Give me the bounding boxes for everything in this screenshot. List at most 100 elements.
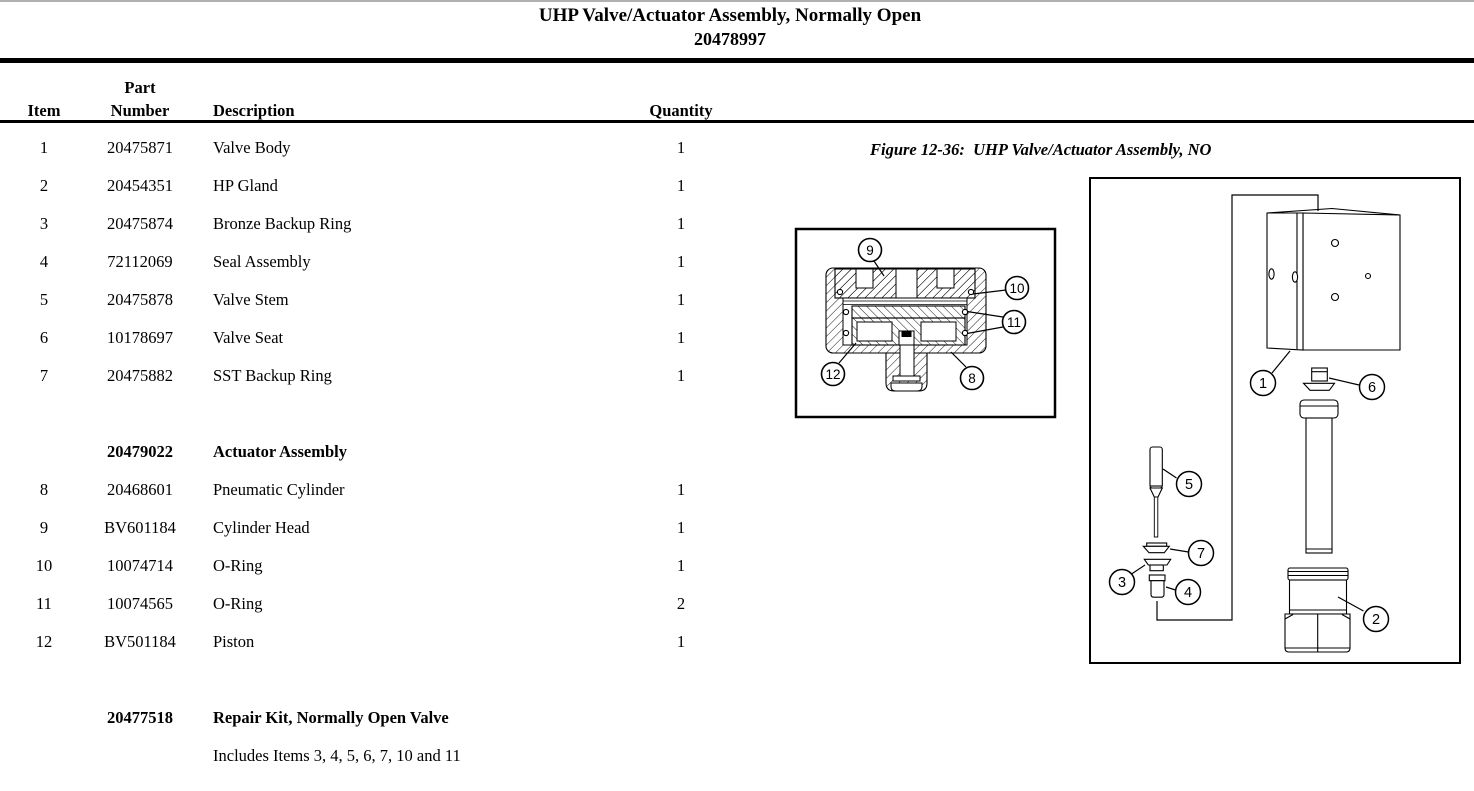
cell-item: 3 xyxy=(39,214,49,233)
callout-circle-4 xyxy=(1174,578,1202,606)
cell-description: SST Backup Ring xyxy=(213,366,332,385)
exploded-assembly-drawing xyxy=(1142,194,1401,653)
table-section-header-row: 20477518 Repair Kit, Normally Open Valve xyxy=(0,699,760,737)
callout-circle-8 xyxy=(959,365,985,391)
cell-description: Seal Assembly xyxy=(213,252,311,271)
callout-label: 4 xyxy=(1184,585,1192,601)
cell-item: 10 xyxy=(35,556,53,575)
table-row: 7 20475882 SST Backup Ring 1 xyxy=(0,357,760,395)
cell-description: Bronze Backup Ring xyxy=(213,214,352,233)
cell-part-number: BV501184 xyxy=(104,632,176,651)
exploded-view-diagram: 1 6 5 7 3 4 2 xyxy=(1089,177,1461,664)
callout-label: 7 xyxy=(1197,546,1205,562)
callout-label: 10 xyxy=(1009,281,1024,296)
cell-description: HP Gland xyxy=(213,176,278,195)
callout-label: 6 xyxy=(1368,380,1376,396)
callout-circle-10 xyxy=(1004,275,1030,301)
cell-quantity: 1 xyxy=(676,518,686,537)
cell-description: Valve Stem xyxy=(213,290,289,309)
column-header-part-line1: Part xyxy=(124,78,156,97)
figure-caption: Figure 12-36: UHP Valve/Actuator Assembl… xyxy=(870,140,1212,159)
callout-circle-7 xyxy=(1187,539,1215,567)
column-header-item: Item xyxy=(27,101,61,120)
cell-part-number: 20475871 xyxy=(107,138,173,157)
title-rule xyxy=(0,58,1474,63)
cell-item: 6 xyxy=(39,328,49,347)
cell-part-number: 20475874 xyxy=(107,214,173,233)
cell-description: Piston xyxy=(213,632,255,651)
cell-part-number: 10074565 xyxy=(107,594,173,613)
callout-label: 12 xyxy=(825,367,840,382)
callout-label: 1 xyxy=(1259,376,1267,392)
page-part-number: 20478997 xyxy=(694,29,766,49)
table-row: 1 20475871 Valve Body 1 xyxy=(0,129,760,167)
callout-circle-5 xyxy=(1175,470,1203,498)
table-row: 9 BV601184 Cylinder Head 1 xyxy=(0,509,760,547)
callout-circle-6 xyxy=(1358,373,1386,401)
column-header-description: Description xyxy=(213,101,295,120)
cell-note: Includes Items 3, 4, 5, 6, 7, 10 and 11 xyxy=(213,746,461,765)
cell-part-number: 20475882 xyxy=(107,366,173,385)
table-row: 4 72112069 Seal Assembly 1 xyxy=(0,243,760,281)
cell-part-number: 72112069 xyxy=(107,252,173,271)
cell-description: Actuator Assembly xyxy=(213,442,347,461)
callout-circle-9 xyxy=(857,237,883,263)
callout-label: 11 xyxy=(1007,315,1021,330)
table-row: 5 20475878 Valve Stem 1 xyxy=(0,281,760,319)
cell-part-number: 20468601 xyxy=(107,480,173,499)
table-note-row: Includes Items 3, 4, 5, 6, 7, 10 and 11 xyxy=(0,737,760,775)
callout-circle-1 xyxy=(1249,369,1277,397)
cell-item: 1 xyxy=(39,138,49,157)
table-row: 3 20475874 Bronze Backup Ring 1 xyxy=(0,205,760,243)
table-spacer-row xyxy=(0,395,760,433)
cross-section-diagram: 9 10 11 12 8 xyxy=(794,227,1057,419)
cell-quantity: 1 xyxy=(676,480,686,499)
table-row: 12 BV501184 Piston 1 xyxy=(0,623,760,661)
cell-quantity: 1 xyxy=(676,290,686,309)
column-header-part-number: Number xyxy=(110,101,170,120)
table-row: 2 20454351 HP Gland 1 xyxy=(0,167,760,205)
cell-description: Repair Kit, Normally Open Valve xyxy=(213,708,449,727)
cell-description: O-Ring xyxy=(213,594,263,613)
cell-quantity: 1 xyxy=(676,138,686,157)
cell-part-number: 20479022 xyxy=(107,442,173,461)
callout-circle-3 xyxy=(1108,568,1136,596)
cell-item: 7 xyxy=(39,366,49,385)
cell-quantity: 1 xyxy=(676,252,686,271)
callout-label: 8 xyxy=(968,371,976,386)
cell-description: O-Ring xyxy=(213,556,263,575)
cell-description: Cylinder Head xyxy=(213,518,310,537)
cell-quantity: 1 xyxy=(676,176,686,195)
table-section-header-row: 20479022 Actuator Assembly xyxy=(0,433,760,471)
callout-circle-12 xyxy=(820,361,846,387)
callout-label: 5 xyxy=(1185,477,1193,493)
cell-part-number: 20475878 xyxy=(107,290,173,309)
cell-description: Pneumatic Cylinder xyxy=(213,480,345,499)
column-header-quantity: Quantity xyxy=(649,101,713,120)
cell-item: 4 xyxy=(39,252,49,271)
cell-quantity: 1 xyxy=(676,632,686,651)
callout-label: 3 xyxy=(1118,575,1126,591)
cell-quantity: 1 xyxy=(676,556,686,575)
callout-circle-2 xyxy=(1362,605,1390,633)
cell-part-number: 20454351 xyxy=(107,176,173,195)
cell-item: 5 xyxy=(39,290,49,309)
header-rule xyxy=(0,120,1474,123)
cell-part-number: 10178697 xyxy=(107,328,173,347)
callout-circle-11 xyxy=(1001,309,1027,335)
cell-item: 2 xyxy=(39,176,49,195)
table-row: 11 10074565 O-Ring 2 xyxy=(0,585,760,623)
parts-table: 1 20475871 Valve Body 1 2 20454351 HP Gland 1 3 2… xyxy=(0,129,760,775)
cell-part-number: 10074714 xyxy=(107,556,173,575)
cell-part-number: BV601184 xyxy=(104,518,176,537)
cell-quantity: 1 xyxy=(676,366,686,385)
cell-quantity: 1 xyxy=(676,328,686,347)
callout-label: 2 xyxy=(1372,612,1380,628)
actuator-section-drawing xyxy=(825,267,987,392)
cell-item: 9 xyxy=(39,518,49,537)
cell-item: 11 xyxy=(36,594,52,613)
table-row: 6 10178697 Valve Seat 1 xyxy=(0,319,760,357)
cell-quantity: 2 xyxy=(676,594,686,613)
cell-description: Valve Seat xyxy=(213,328,284,347)
cell-item: 12 xyxy=(35,632,53,651)
